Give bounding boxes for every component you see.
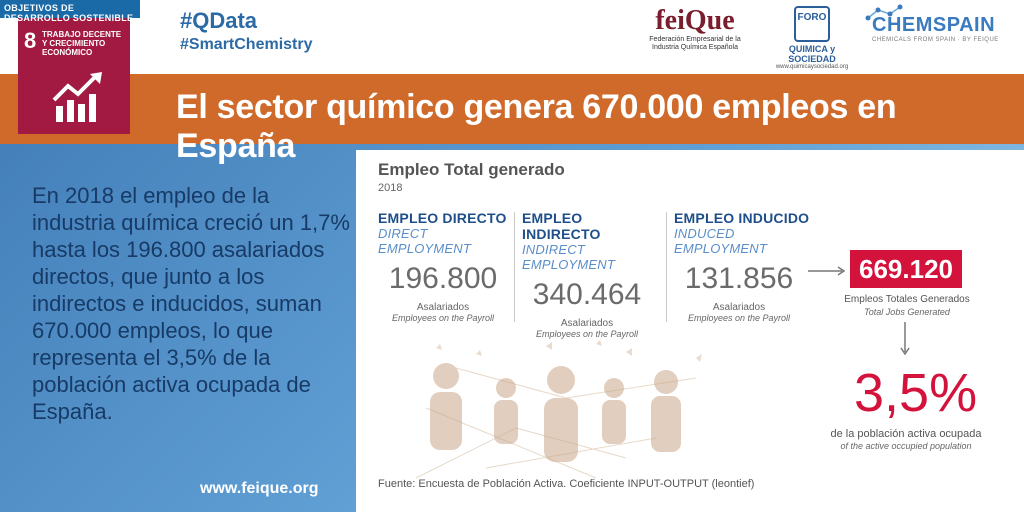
hashtag-smartchemistry[interactable]: #SmartChemistry — [180, 36, 313, 53]
arrow-right-icon — [808, 266, 846, 276]
feique-logo-subtitle: Federación Empresarial de la Industria Q… — [649, 36, 741, 51]
quimica-sociedad-logo[interactable]: FORO QUIMICA y SOCIEDAD www.quimicaysoci… — [764, 6, 860, 70]
column-value: 131.856 — [684, 262, 794, 295]
column-label: Asalariados — [560, 318, 614, 329]
website-link[interactable]: www.feique.org — [200, 480, 319, 497]
population-share-label-en: of the active occupied population — [840, 441, 972, 451]
column-label-en: Employees on the Payroll — [535, 329, 639, 339]
column-heading: EMPLEO INDIRECTO — [522, 210, 601, 242]
molecule-icon — [865, 4, 903, 21]
intro-text: En 2018 el empleo de la industria químic… — [32, 183, 350, 424]
column-value: 340.464 — [532, 278, 642, 311]
sdg-brand: OBJETIVOS DE DESARROLLO SOSTENIBLE — [0, 0, 140, 23]
population-share-label: de la población activa ocupada — [830, 428, 982, 440]
column-heading: EMPLEO DIRECTO — [378, 210, 507, 226]
quimica-sociedad-url: www.quimicaysociedad.org — [775, 64, 849, 70]
people-network-illustration — [415, 340, 702, 479]
arrow-down-icon — [900, 322, 910, 356]
column-direct: EMPLEO DIRECTO DIRECT EMPLOYMENT 196.800… — [378, 210, 518, 323]
column-label-en: Employees on the Payroll — [687, 313, 791, 323]
column-divider — [666, 212, 667, 322]
title-banner: El sector químico genera 670.000 empleos… — [0, 74, 1024, 165]
total-jobs-label-en: Total Jobs Generated — [864, 307, 950, 317]
total-jobs-label: Empleos Totales Generados — [844, 294, 970, 305]
sdg-badge[interactable]: OBJETIVOS DE DESARROLLO SOSTENIBLE 8 TRA… — [0, 0, 140, 134]
sdg-label: TRABAJO DECENTE Y CRECIMIENTO ECONÓMICO — [42, 30, 122, 57]
infographic-title: Empleo Total generado — [378, 160, 565, 179]
column-divider — [514, 212, 515, 322]
population-share-value: 3,5% — [854, 363, 978, 423]
growth-chart-icon — [52, 72, 102, 122]
hashtag-qdata[interactable]: #QData — [180, 8, 258, 33]
column-induced: EMPLEO INDUCIDO INDUCED EMPLOYMENT 131.8… — [674, 210, 814, 323]
column-label-en: Employees on the Payroll — [391, 313, 495, 323]
quimica-sociedad-name: QUIMICA y SOCIEDAD — [788, 44, 836, 64]
column-value: 196.800 — [388, 262, 498, 295]
sdg-number: 8 — [24, 28, 37, 53]
foro-badge-icon: FORO — [794, 6, 830, 42]
infographic-card: Empleo Total generado 2018 EMPLEO DIRECT… — [356, 150, 1024, 512]
column-label: Asalariados — [712, 302, 766, 313]
column-heading-en: INDIRECT EMPLOYMENT — [522, 242, 616, 272]
chemspain-logo[interactable]: CHEMSPAIN CHEMICALS FROM SPAIN · BY FEIQ… — [865, 4, 1012, 43]
chemspain-word: CHEMSPAIN — [872, 14, 996, 36]
banner-title: El sector químico genera 670.000 empleos… — [176, 88, 897, 165]
feique-logo[interactable]: feiQue Federación Empresarial de la Indu… — [640, 6, 750, 52]
infographic-year: 2018 — [378, 182, 403, 194]
column-heading: EMPLEO INDUCIDO — [674, 210, 810, 226]
column-heading-en: DIRECT EMPLOYMENT — [378, 226, 472, 256]
column-label: Asalariados — [416, 302, 470, 313]
hashtags: #QData #SmartChemistry — [180, 8, 313, 54]
feique-logo-word: feiQue — [655, 5, 735, 36]
chemspain-subtitle: CHEMICALS FROM SPAIN · BY FEIQUE — [872, 37, 999, 43]
column-heading-en: INDUCED EMPLOYMENT — [674, 226, 768, 256]
source-note: Fuente: Encuesta de Población Activa. Co… — [378, 478, 755, 490]
total-jobs-value: 669.120 — [850, 250, 962, 288]
header: #QData #SmartChemistry feiQue Federación… — [0, 0, 1024, 74]
column-indirect: EMPLEO INDIRECTO INDIRECT EMPLOYMENT 340… — [522, 210, 662, 339]
